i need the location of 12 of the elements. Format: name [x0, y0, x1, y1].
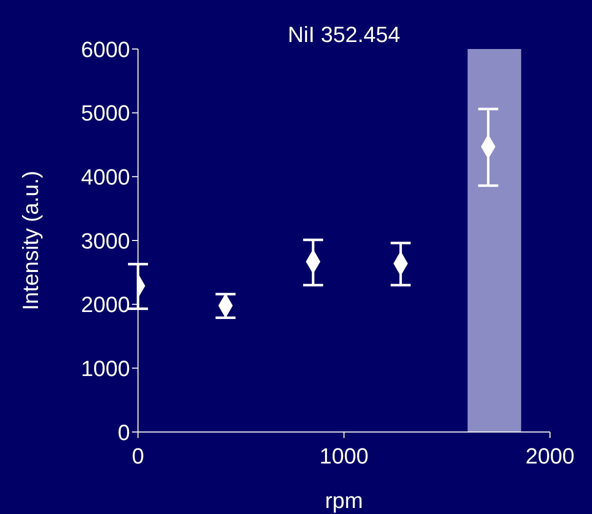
y-tick-label: 3000: [81, 228, 130, 254]
y-tick-label: 5000: [81, 100, 130, 126]
y-tick-label: 4000: [81, 164, 130, 190]
y-tick-label: 0: [118, 420, 130, 445]
x-tick-label: 2000: [526, 444, 574, 469]
y-tick-label: 1000: [81, 356, 130, 381]
y-axis-title: Intensity (a.u.): [18, 170, 43, 310]
x-tick-label: 1000: [320, 444, 368, 469]
x-axis-title: rpm: [325, 488, 363, 513]
y-tick-label: 6000: [81, 36, 130, 62]
y-tick-label: 2000: [81, 292, 130, 318]
chart-title: NiI 352.454: [286, 22, 402, 48]
